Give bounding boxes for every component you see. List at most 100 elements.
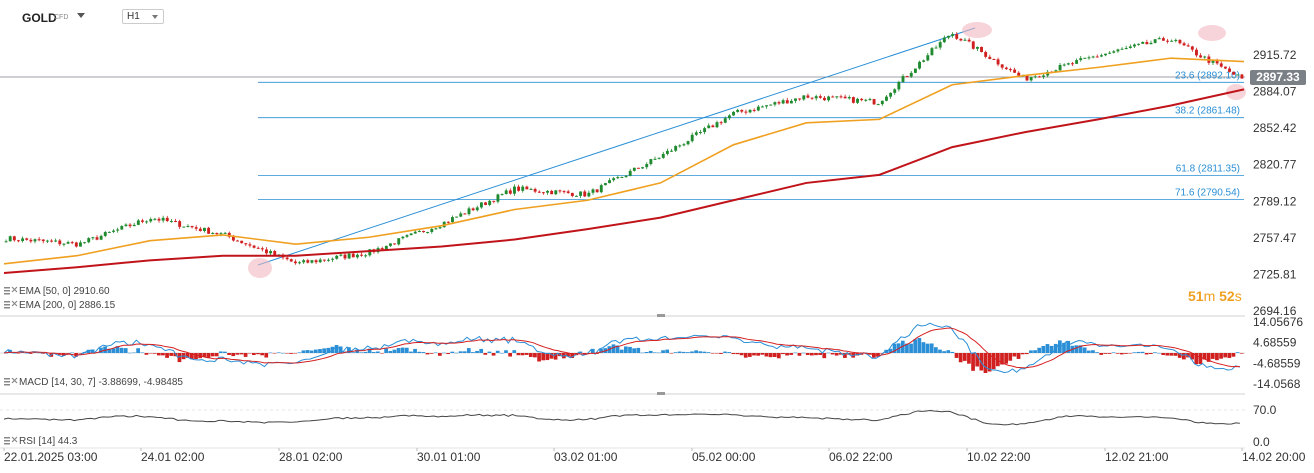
candle-body bbox=[318, 259, 322, 263]
menu-icon[interactable] bbox=[4, 301, 10, 303]
ema-200-line[interactable] bbox=[3, 88, 1245, 275]
candle-body bbox=[438, 227, 442, 229]
macd-bar bbox=[760, 353, 765, 355]
macd-line bbox=[3, 322, 1241, 374]
macd-axis-label: -4.68559 bbox=[1253, 356, 1301, 370]
macd-axis-label: -14.0568 bbox=[1253, 377, 1301, 391]
candle-body bbox=[1095, 56, 1099, 58]
candle-body bbox=[1133, 44, 1136, 47]
candle-body bbox=[289, 259, 293, 262]
menu-icon[interactable] bbox=[4, 287, 10, 289]
ema50-legend[interactable]: EMA [50, 0] 2910.60 bbox=[19, 286, 110, 297]
macd-bar bbox=[260, 353, 264, 356]
trend-anchor-end[interactable] bbox=[962, 22, 992, 38]
macd-bar bbox=[752, 353, 756, 356]
macd-bar bbox=[504, 350, 508, 353]
macd-bar bbox=[152, 353, 157, 354]
candle-body bbox=[41, 239, 45, 242]
macd-bar bbox=[466, 348, 471, 353]
candle-body bbox=[818, 96, 822, 98]
macd-bar bbox=[144, 353, 149, 355]
candle-body bbox=[74, 242, 78, 247]
macd-bar bbox=[1107, 353, 1112, 354]
macd-bar bbox=[1012, 353, 1017, 357]
macd-bar bbox=[1024, 353, 1029, 355]
instrument-type: CFD bbox=[54, 14, 69, 21]
candle-body bbox=[967, 39, 971, 42]
macd-bar bbox=[958, 353, 963, 363]
ema200-legend[interactable]: EMA [200, 0] 2886.15 bbox=[19, 300, 116, 311]
price-axis[interactable]: 2915.72 2884.07 2852.42 2820.77 2789.12 2757.… bbox=[1253, 48, 1297, 318]
candle-body bbox=[430, 228, 434, 232]
macd-bar bbox=[214, 353, 219, 357]
fib-anchor-high[interactable] bbox=[1198, 25, 1226, 41]
timeframe-select[interactable]: H1 bbox=[122, 9, 164, 24]
candle-body bbox=[521, 186, 525, 191]
candle-body bbox=[426, 231, 430, 233]
macd-bar bbox=[156, 353, 161, 356]
menu-icon[interactable] bbox=[4, 437, 10, 439]
macd-bar bbox=[512, 350, 517, 353]
macd-bar bbox=[900, 340, 905, 353]
macd-legend[interactable]: MACD [14, 30, 7] -3.88699, -4.98485 bbox=[19, 377, 183, 388]
macd-bar bbox=[190, 353, 194, 360]
macd-bar bbox=[1136, 351, 1141, 353]
candle-body bbox=[343, 254, 347, 259]
candle-body bbox=[244, 243, 248, 245]
macd-bar bbox=[206, 353, 211, 358]
macd-axis-label: 14.05676 bbox=[1253, 315, 1303, 329]
trend-anchor-start[interactable] bbox=[248, 258, 272, 278]
macd-bar bbox=[628, 346, 632, 353]
candle-body bbox=[736, 109, 740, 112]
menu-icon[interactable] bbox=[4, 378, 10, 380]
candle-body bbox=[1000, 64, 1004, 68]
macd-bar bbox=[524, 353, 529, 355]
candle-body bbox=[393, 243, 397, 245]
candle-body bbox=[211, 232, 215, 234]
panel-resize-handle[interactable] bbox=[657, 314, 665, 317]
ema-50-line[interactable] bbox=[3, 57, 1245, 265]
macd-bar bbox=[367, 348, 372, 353]
candle-body bbox=[703, 128, 707, 132]
candle-body bbox=[1153, 39, 1157, 43]
fibonacci-retracement[interactable]: 23.6 (2892.10) 38.2 (2861.48) 61.8 (2811.3… bbox=[258, 70, 1244, 201]
symbol-name[interactable]: GOLD bbox=[22, 11, 57, 25]
macd-bar bbox=[1231, 353, 1236, 357]
candle-body bbox=[847, 97, 851, 99]
macd-bar bbox=[785, 353, 789, 356]
rsi-legend[interactable]: RSI [14] 44.3 bbox=[19, 436, 78, 447]
trend-line[interactable] bbox=[257, 27, 976, 266]
macd-bar bbox=[781, 353, 785, 355]
macd-bar bbox=[86, 349, 91, 353]
candle-body bbox=[517, 186, 521, 191]
macd-bar bbox=[1128, 353, 1132, 354]
candle-body bbox=[529, 188, 533, 190]
candle-body bbox=[500, 194, 504, 196]
macd-bar bbox=[136, 348, 140, 353]
candle-body bbox=[223, 232, 227, 234]
candle-body bbox=[938, 42, 942, 48]
macd-bar bbox=[78, 353, 83, 354]
macd-axis-label: 4.68559 bbox=[1253, 336, 1297, 350]
close-icon[interactable] bbox=[11, 377, 18, 384]
candle-body bbox=[141, 220, 144, 222]
candle-body bbox=[95, 237, 99, 240]
candle-body bbox=[231, 236, 235, 241]
candle-body bbox=[984, 51, 988, 57]
panel-resize-handle[interactable] bbox=[657, 392, 665, 395]
macd-bar bbox=[314, 349, 318, 353]
macd-bar bbox=[1198, 353, 1203, 364]
time-axis[interactable]: 22.01.2025 03:00 24.01 02:00 28.01 02:00 30… bbox=[3, 448, 1306, 464]
close-icon[interactable] bbox=[11, 286, 18, 293]
close-icon[interactable] bbox=[11, 300, 18, 307]
macd-bar bbox=[661, 350, 665, 353]
macd-bar bbox=[194, 353, 198, 360]
candle-body bbox=[616, 177, 620, 179]
macd-bar bbox=[611, 344, 616, 353]
macd-bar bbox=[987, 353, 992, 372]
candle-body bbox=[905, 76, 909, 78]
symbol-dropdown-icon[interactable] bbox=[77, 13, 85, 18]
candle-body bbox=[1228, 68, 1231, 72]
close-icon[interactable] bbox=[11, 436, 18, 443]
